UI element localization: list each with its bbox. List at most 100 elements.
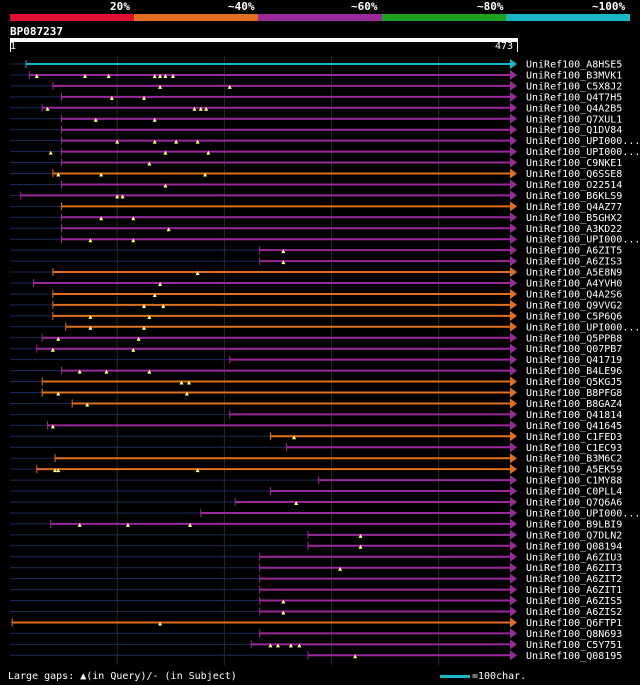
hit-arrow-icon	[510, 420, 517, 431]
hit-label[interactable]: UniRef100_C1EC93	[526, 443, 622, 454]
hit-label[interactable]: UniRef100_Q08195	[526, 651, 622, 662]
query-gap-icon	[120, 194, 125, 199]
query-gap-icon	[141, 303, 146, 308]
query-gap-icon	[125, 522, 130, 527]
hit-label[interactable]: UniRef100_Q6FTP1	[526, 618, 622, 629]
query-gap-icon	[152, 292, 157, 297]
hit-label[interactable]: UniRef100_Q4A2S6	[526, 289, 622, 300]
hit-label[interactable]: UniRef100_A5EK59	[526, 465, 622, 476]
hit-label[interactable]: UniRef100_Q5KGJ5	[526, 377, 622, 388]
hit-label[interactable]: UniRef100_Q41814	[526, 410, 622, 421]
hit-label[interactable]: UniRef100_A6ZIT5	[526, 246, 622, 257]
hit-label[interactable]: UniRef100_B8PFG8	[526, 388, 622, 399]
query-gap-icon	[198, 106, 203, 111]
query-gap-icon	[292, 435, 297, 440]
hit-label[interactable]: UniRef100_C5P6Q6	[526, 311, 622, 322]
hit-label[interactable]: UniRef100_Q4AZ77	[526, 202, 622, 213]
hit-label[interactable]: UniRef100_A5E8N9	[526, 268, 622, 279]
query-gap-icon	[77, 369, 82, 374]
hit-label[interactable]: UniRef100_Q41719	[526, 355, 622, 366]
hit-label[interactable]: UniRef100_UPI000...	[526, 136, 640, 147]
hit-label[interactable]: UniRef100_B4LE96	[526, 366, 622, 377]
hit-label[interactable]: UniRef100_A6ZIS5	[526, 596, 622, 607]
hit-arrow-icon	[510, 584, 517, 595]
hit-label[interactable]: UniRef100_O22514	[526, 180, 622, 191]
hit-label[interactable]: UniRef100_Q7DLN2	[526, 530, 622, 541]
hit-label[interactable]: UniRef100_A4YVH0	[526, 279, 622, 290]
query-gap-icon	[288, 643, 293, 648]
hit-label[interactable]: UniRef100_Q7Q6A6	[526, 498, 622, 509]
hit-label[interactable]: UniRef100_A3KD22	[526, 224, 622, 235]
hit-label[interactable]: UniRef100_Q4A2B5	[526, 103, 622, 114]
hit-arrow-icon	[510, 288, 517, 299]
query-gap-icon	[104, 369, 109, 374]
hit-label[interactable]: UniRef100_Q6SSE8	[526, 169, 622, 180]
hit-label[interactable]: UniRef100_Q1DV84	[526, 125, 622, 136]
query-gap-icon	[161, 303, 166, 308]
hit-label[interactable]: UniRef100_A6ZIT1	[526, 585, 622, 596]
hit-label[interactable]: UniRef100_A8HSE5	[526, 60, 622, 71]
query-gap-icon	[166, 227, 171, 232]
hit-label[interactable]: UniRef100_Q08194	[526, 541, 622, 552]
hit-label[interactable]: UniRef100_Q41645	[526, 421, 622, 432]
hit-arrow-icon	[510, 606, 517, 617]
hit-label[interactable]: UniRef100_C5Y751	[526, 640, 622, 651]
hit-label[interactable]: UniRef100_C5X8J2	[526, 81, 622, 92]
hit-label[interactable]: UniRef100_A6ZIS2	[526, 607, 622, 618]
hit-label[interactable]: UniRef100_Q4T7H5	[526, 92, 622, 103]
query-gap-icon	[115, 194, 120, 199]
hit-label[interactable]: UniRef100_UPI000...	[526, 235, 640, 246]
hit-arrow-icon	[510, 102, 517, 113]
hit-label[interactable]: UniRef100_Q07PB7	[526, 344, 622, 355]
query-gap-icon	[204, 106, 209, 111]
query-gap-icon	[50, 347, 55, 352]
query-gap-icon	[358, 544, 363, 549]
identity-color-legend: 20% ~40% ~60% ~80% ~100%	[10, 0, 630, 22]
query-gap-icon	[136, 336, 141, 341]
hit-arrow-icon	[510, 212, 517, 223]
hit-arrow-icon	[510, 573, 517, 584]
hit-label[interactable]: UniRef100_C0PLL4	[526, 487, 622, 498]
hit-label[interactable]: UniRef100_UPI000...	[526, 508, 640, 519]
hit-arrow-icon	[510, 332, 517, 343]
hit-arrow-icon	[510, 245, 517, 256]
hit-label[interactable]: UniRef100_C9NKE1	[526, 158, 622, 169]
hit-label[interactable]: UniRef100_B9LBI9	[526, 519, 622, 530]
hit-arrow-icon	[510, 146, 517, 157]
query-gap-icon	[281, 249, 286, 254]
hit-arrow-icon	[510, 409, 517, 420]
hit-label[interactable]: UniRef100_B3MVK1	[526, 70, 622, 81]
legend-segment-purple	[258, 14, 382, 21]
hit-label[interactable]: UniRef100_C1FED3	[526, 432, 622, 443]
hit-label[interactable]: UniRef100_Q7XUL1	[526, 114, 622, 125]
hit-label[interactable]: UniRef100_A6ZIS3	[526, 257, 622, 268]
query-gap-icon	[179, 380, 184, 385]
query-gap-icon	[45, 106, 50, 111]
query-gap-icon	[158, 84, 163, 89]
hit-label[interactable]: UniRef100_C1MY88	[526, 476, 622, 487]
hit-arrow-icon	[510, 507, 517, 518]
hit-arrow-icon	[510, 157, 517, 168]
scale-legend: =100char.	[440, 671, 526, 683]
query-gap-icon	[195, 139, 200, 144]
hit-label[interactable]: UniRef100_A6ZIT3	[526, 563, 622, 574]
hit-label[interactable]: UniRef100_B6KLS9	[526, 191, 622, 202]
hit-label[interactable]: UniRef100_A6ZIT2	[526, 574, 622, 585]
query-gap-icon	[131, 347, 136, 352]
hit-arrow-icon	[510, 201, 517, 212]
hit-label[interactable]: UniRef100_Q5PPB8	[526, 333, 622, 344]
query-gap-icon	[147, 314, 152, 319]
hit-label[interactable]: UniRef100_UPI000...	[526, 147, 640, 158]
hit-label[interactable]: UniRef100_B8GAZ4	[526, 399, 622, 410]
query-gap-icon	[358, 533, 363, 538]
query-gap-icon	[77, 522, 82, 527]
hit-label[interactable]: UniRef100_B3M6C2	[526, 454, 622, 465]
hit-label[interactable]: UniRef100_Q9VVG2	[526, 300, 622, 311]
query-gap-icon	[147, 369, 152, 374]
hit-label[interactable]: UniRef100_A6ZIU3	[526, 552, 622, 563]
hit-label[interactable]: UniRef100_Q8N693	[526, 629, 622, 640]
hit-label[interactable]: UniRef100_B5GHX2	[526, 213, 622, 224]
query-gap-icon	[281, 260, 286, 265]
hit-label[interactable]: UniRef100_UPI000...	[526, 322, 640, 333]
